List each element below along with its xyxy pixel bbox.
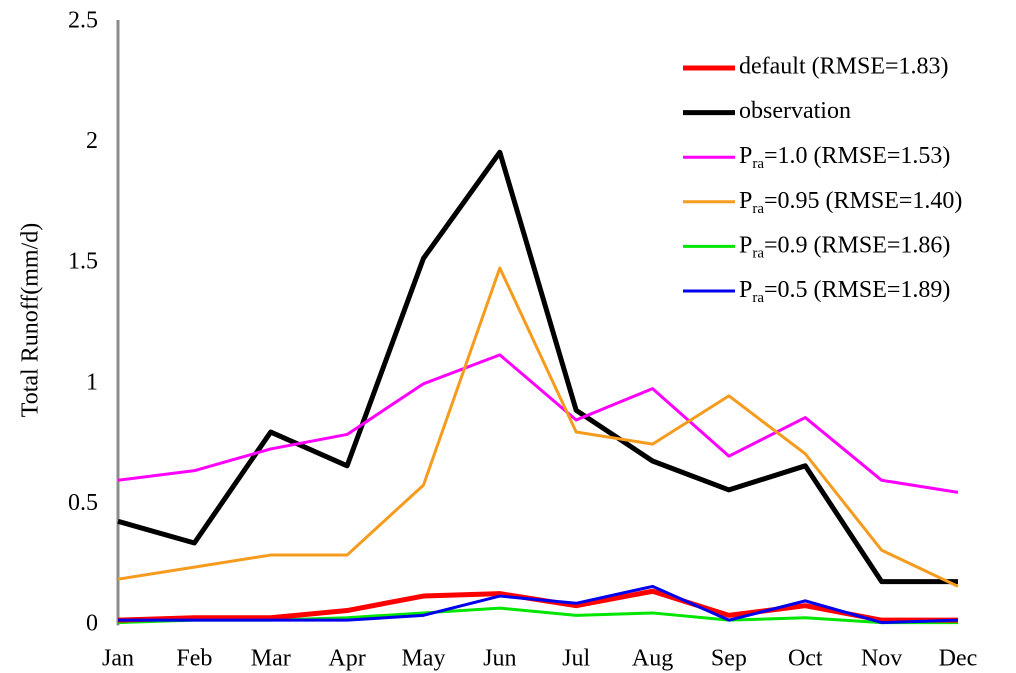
y-tick-label: 2: [86, 128, 98, 154]
y-tick-label: 1: [86, 369, 98, 395]
y-tick-label: 1.5: [68, 249, 98, 275]
x-tick-label: Nov: [861, 646, 902, 672]
legend-label: default (RMSE=1.83): [739, 54, 949, 80]
x-tick-label: May: [401, 646, 445, 672]
x-tick-label: Oct: [788, 646, 823, 672]
x-tick-label: Jan: [102, 646, 134, 672]
legend-label: Pra=0.95 (RMSE=1.40): [739, 187, 962, 217]
y-tick-label: 0.5: [68, 490, 98, 516]
legend-label: Pra=0.5 (RMSE=1.89): [739, 277, 950, 307]
series-line: [117, 149, 958, 585]
series-line: [117, 266, 959, 588]
x-tick-label: Aug: [632, 646, 673, 672]
x-tick-label: Jun: [483, 646, 516, 672]
x-tick-label: Jul: [562, 646, 590, 672]
legend-label: Pra=1.0 (RMSE=1.53): [739, 143, 950, 173]
x-tick-label: Dec: [939, 646, 978, 672]
series-line: [118, 584, 959, 625]
series-line: [117, 353, 959, 494]
x-tick-label: Feb: [176, 646, 212, 672]
x-tick-label: Mar: [251, 646, 291, 672]
x-tick-label: Apr: [328, 646, 365, 672]
legend-label: Pra=0.9 (RMSE=1.86): [739, 232, 950, 262]
x-tick-label: Sep: [711, 646, 747, 672]
legend-label: observation: [739, 98, 851, 124]
y-axis-title: Total Runoff(mm/d): [18, 223, 44, 418]
y-tick-label: 0: [86, 611, 98, 637]
y-tick-label: 2.5: [68, 8, 98, 34]
series-line: [117, 588, 958, 623]
